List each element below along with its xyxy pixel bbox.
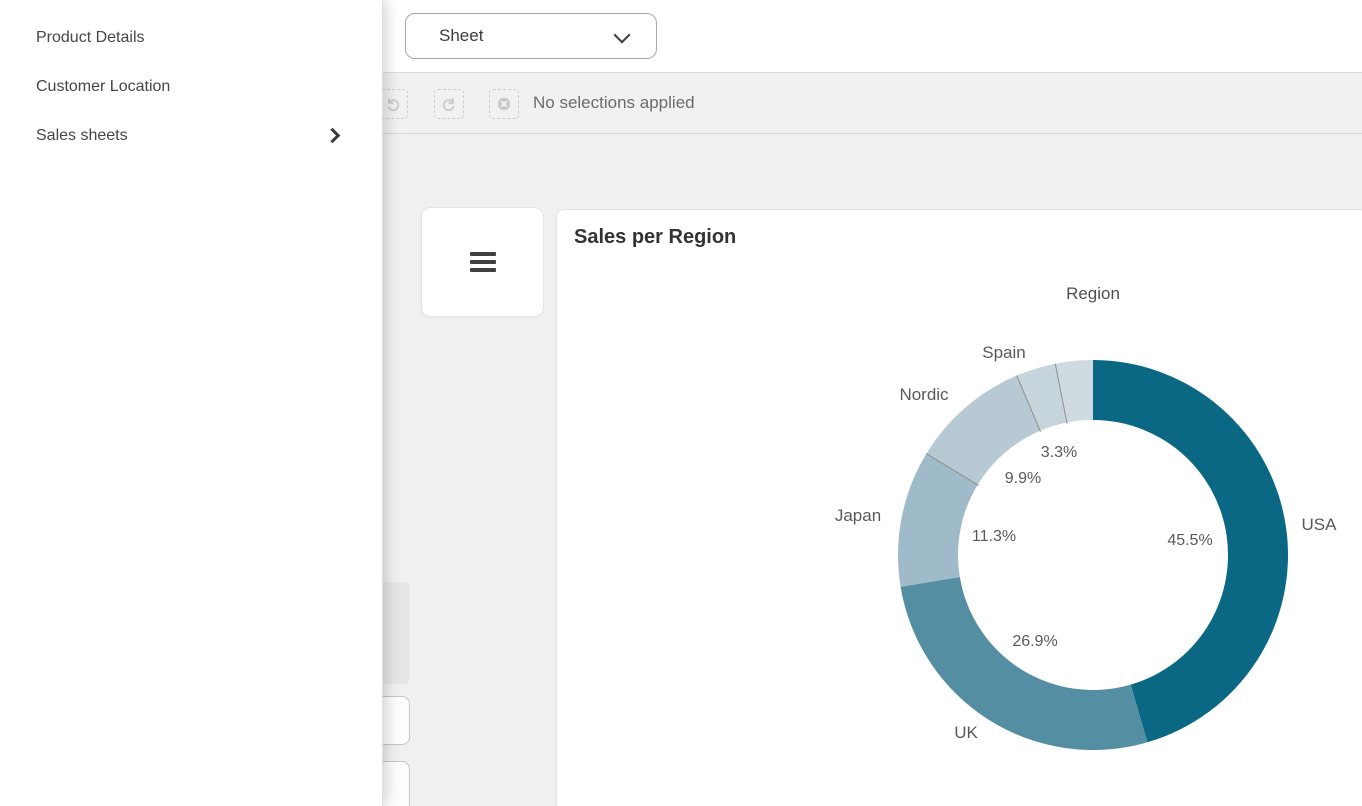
menu-item-customer-location[interactable]: Customer Location bbox=[0, 62, 382, 111]
menu-item-label: Sales sheets bbox=[36, 126, 128, 144]
menu-item-label: Product Details bbox=[36, 28, 145, 46]
pie-chart-card[interactable]: Sales per Region Region Spain Nordic Jap… bbox=[556, 209, 1362, 806]
menu-tile[interactable] bbox=[421, 207, 544, 317]
slice-pct-japan: 11.3% bbox=[971, 528, 1017, 545]
step-forward-icon[interactable] bbox=[434, 89, 464, 119]
slice-divider bbox=[926, 453, 979, 486]
clear-selections-icon[interactable] bbox=[489, 89, 519, 119]
menu-item-product-details[interactable]: Product Details bbox=[0, 13, 382, 62]
slice-pct-nordic: 9.9% bbox=[1004, 470, 1042, 487]
sheet-dropdown-label: Sheet bbox=[439, 26, 484, 45]
slice-label-spain: Spain bbox=[982, 343, 1026, 362]
slice-divider bbox=[1054, 363, 1068, 424]
slice-pct-spain: 3.3% bbox=[1040, 444, 1078, 461]
selections-status-text: No selections applied bbox=[533, 93, 695, 112]
slice-label-uk: UK bbox=[954, 723, 978, 742]
pie-slice-spain[interactable] bbox=[1016, 363, 1067, 431]
menu-item-sales-sheets[interactable]: Sales sheets bbox=[0, 111, 382, 160]
pie-slice-uk[interactable] bbox=[900, 576, 1148, 751]
hamburger-menu-icon bbox=[469, 252, 496, 272]
chevron-right-icon bbox=[324, 127, 341, 144]
panel-menu: Product Details Customer Location Sales … bbox=[0, 0, 382, 160]
slice-label-nordic: Nordic bbox=[899, 385, 949, 404]
slice-divider bbox=[1016, 375, 1042, 432]
donut-chart bbox=[898, 360, 1289, 751]
sheet-dropdown[interactable]: Sheet bbox=[405, 13, 657, 59]
menu-item-label: Customer Location bbox=[36, 77, 171, 95]
chart-title: Sales per Region bbox=[574, 226, 737, 248]
slice-label-usa: USA bbox=[1301, 515, 1337, 534]
chevron-down-icon bbox=[613, 26, 631, 44]
slice-pct-usa: 45.5% bbox=[1167, 532, 1213, 549]
pie-slice-nordic[interactable] bbox=[926, 375, 1041, 485]
pie-slice-usa[interactable] bbox=[1093, 360, 1289, 743]
slice-label-japan: Japan bbox=[834, 506, 882, 525]
pie-slice-unlabeled[interactable] bbox=[1055, 360, 1093, 423]
sheets-dropdown-panel: Product Details Customer Location Sales … bbox=[0, 0, 383, 806]
dimension-title: Region bbox=[1066, 284, 1120, 303]
slice-pct-uk: 26.9% bbox=[1012, 633, 1058, 650]
pie-slice-japan[interactable] bbox=[898, 453, 978, 587]
